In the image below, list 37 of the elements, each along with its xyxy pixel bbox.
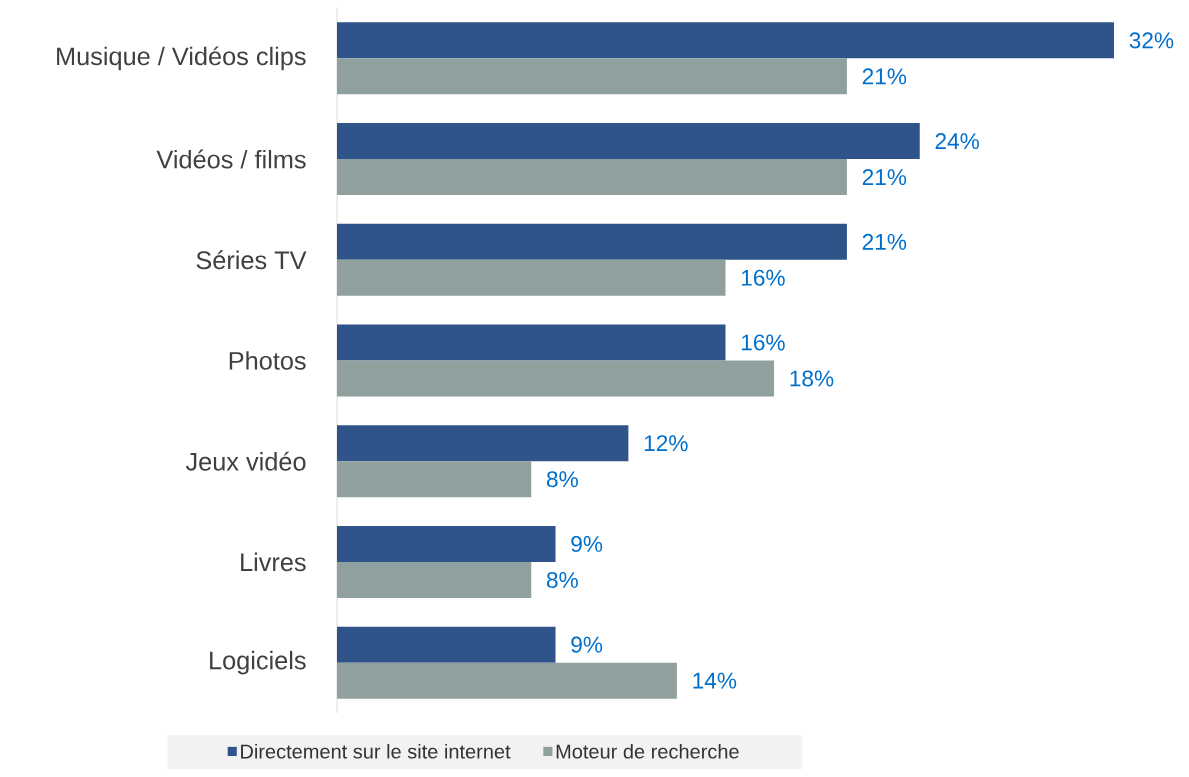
data-label: 32% <box>1129 32 1174 49</box>
y-tick-label: Livres <box>241 552 306 572</box>
bar <box>337 259 726 296</box>
bar <box>337 360 775 397</box>
data-label: 9% <box>571 535 603 552</box>
bar <box>337 561 532 598</box>
data-label: 21% <box>862 68 907 85</box>
bar <box>337 525 556 562</box>
legend-label: Directement sur le site internet <box>241 743 511 759</box>
data-label: 16% <box>741 269 785 286</box>
data-label: 21% <box>862 169 907 186</box>
bar <box>337 626 556 663</box>
data-label: 9% <box>571 636 603 653</box>
data-label: 14% <box>693 672 737 689</box>
bar <box>337 461 532 498</box>
y-tick-label: Photos <box>229 351 306 370</box>
y-tick-label: Musique / Vidéos clips <box>57 46 306 71</box>
data-label: 18% <box>790 370 834 387</box>
bar <box>337 159 847 196</box>
y-tick-label: Séries TV <box>196 250 307 270</box>
y-tick-label: Jeux vidéo <box>185 451 306 471</box>
data-label: 12% <box>644 435 688 452</box>
data-label: 24% <box>935 133 980 150</box>
legend-label: Moteur de recherche <box>556 743 739 759</box>
data-label: 8% <box>546 571 578 588</box>
bar <box>337 223 847 260</box>
bar <box>337 425 629 462</box>
data-label: 16% <box>741 334 785 351</box>
bar <box>337 22 1114 59</box>
bar <box>337 58 847 95</box>
bar <box>337 324 726 361</box>
bar <box>337 662 677 699</box>
y-tick-label: Logiciels <box>210 650 306 675</box>
data-label: 8% <box>546 471 578 488</box>
data-label: 21% <box>862 233 907 250</box>
bar <box>337 123 920 160</box>
y-tick-label: Vidéos / films <box>156 149 306 169</box>
